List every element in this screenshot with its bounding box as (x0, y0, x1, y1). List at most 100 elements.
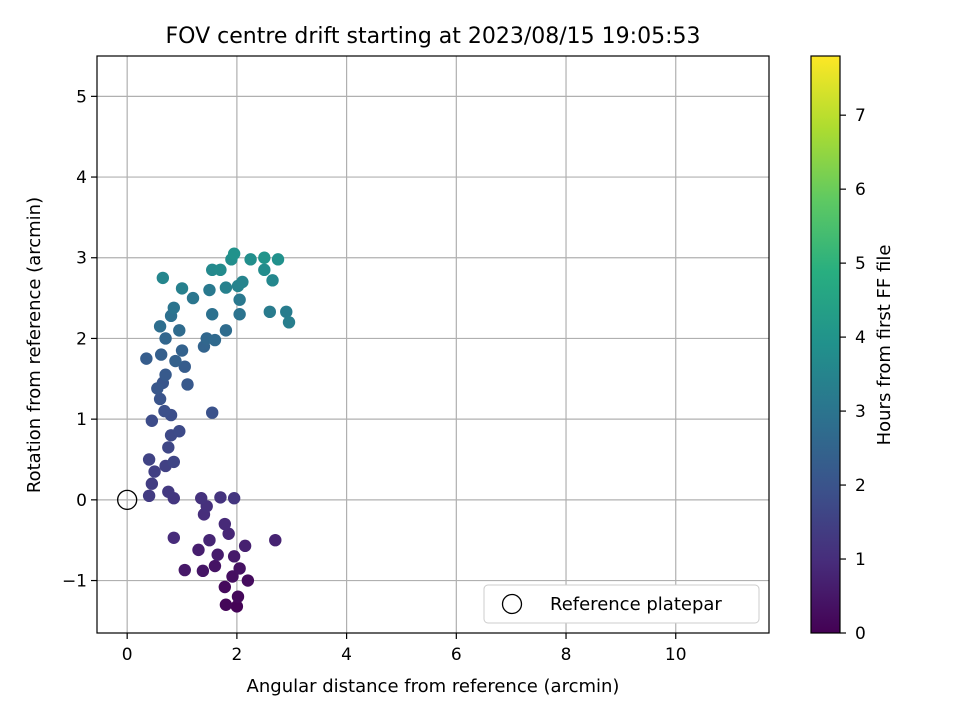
data-point (233, 562, 246, 575)
data-point (214, 491, 227, 504)
legend: Reference platepar (483, 584, 760, 624)
y-tick-label: 0 (76, 491, 87, 511)
data-point (195, 492, 208, 505)
data-point (162, 441, 175, 454)
data-point (282, 316, 296, 329)
legend-label: Reference platepar (550, 594, 722, 615)
data-point (158, 404, 171, 418)
x-tick-label: 0 (122, 645, 133, 665)
y-tick-label: 5 (76, 87, 87, 107)
data-point (173, 425, 186, 438)
data-point (159, 368, 172, 381)
x-axis-ticks: 0 2 4 6 8 10 (122, 633, 687, 665)
colorbar-tick-label: 7 (855, 106, 866, 126)
x-tick-label: 6 (451, 645, 462, 665)
data-point (154, 348, 168, 361)
data-point (159, 332, 172, 345)
data-point (227, 247, 241, 260)
reference-marker (117, 489, 138, 510)
colorbar-gradient (810, 55, 841, 634)
data-point (244, 253, 257, 266)
legend-marker (501, 593, 523, 615)
data-point (258, 263, 271, 277)
data-point (178, 563, 191, 577)
data-point (153, 320, 167, 333)
data-point (203, 533, 216, 547)
colorbar: 0 1 2 3 4 5 6 7 Hours from first FF file (810, 55, 895, 644)
data-point (230, 600, 244, 613)
data-point (219, 598, 233, 611)
data-point (192, 543, 205, 557)
grid-lines (97, 56, 769, 633)
data-point (206, 406, 219, 419)
colorbar-ticks: 0 1 2 3 4 5 6 7 (840, 106, 866, 644)
colorbar-tick-label: 0 (855, 624, 866, 644)
data-point (156, 271, 170, 285)
y-tick-label: 4 (76, 168, 87, 188)
data-point (203, 283, 216, 297)
plot-frame (96, 55, 770, 634)
data-point (214, 263, 227, 277)
data-point (227, 492, 241, 505)
data-point (148, 465, 161, 478)
data-point (218, 517, 232, 531)
data-point (219, 324, 233, 337)
data-point (162, 485, 175, 498)
data-point (231, 590, 245, 603)
data-point (181, 378, 194, 391)
data-point (233, 308, 246, 321)
data-point (238, 539, 252, 553)
data-point (208, 333, 222, 347)
data-point (142, 453, 156, 466)
colorbar-tick-label: 1 (855, 550, 866, 570)
data-point (196, 564, 210, 578)
data-point (151, 382, 164, 395)
data-point (227, 550, 241, 563)
data-point (167, 301, 180, 314)
data-point (258, 251, 271, 264)
data-point (263, 305, 276, 319)
x-tick-label: 2 (231, 645, 242, 665)
data-point (226, 570, 239, 583)
x-axis-label: Angular distance from reference (arcmin) (247, 676, 620, 697)
data-point (266, 274, 279, 287)
data-point (241, 574, 255, 587)
data-point (236, 275, 249, 289)
data-point (186, 291, 200, 305)
data-point (167, 531, 180, 544)
y-tick-label: 2 (76, 329, 87, 349)
data-point (175, 282, 189, 295)
data-point (145, 414, 159, 427)
legend-box (483, 584, 760, 624)
y-axis-label: Rotation from reference (arcmin) (24, 197, 45, 493)
data-point (167, 455, 180, 469)
colorbar-tick-label: 5 (855, 254, 866, 274)
data-point (145, 477, 159, 490)
data-point (271, 253, 285, 266)
data-point (178, 360, 191, 373)
colorbar-label: Hours from first FF file (874, 245, 895, 446)
colorbar-tick-label: 3 (855, 402, 866, 422)
data-point (269, 533, 282, 547)
data-point (173, 324, 186, 337)
data-point (218, 580, 232, 594)
y-axis-ticks: −1 0 1 2 3 4 5 (62, 87, 97, 592)
data-point (206, 308, 219, 321)
data-point (208, 559, 222, 573)
colorbar-tick-label: 4 (855, 328, 866, 348)
y-tick-label: 3 (76, 249, 87, 269)
x-tick-label: 4 (341, 645, 352, 665)
data-point (153, 392, 167, 406)
data-point (280, 305, 293, 319)
data-point (175, 344, 189, 357)
data-point (142, 489, 156, 503)
colorbar-tick-label: 2 (855, 476, 866, 496)
colorbar-tick-label: 6 (855, 180, 866, 200)
data-point (140, 352, 153, 365)
data-point (211, 548, 224, 561)
y-tick-label: 1 (76, 410, 87, 430)
x-tick-label: 10 (665, 645, 687, 665)
x-tick-label: 8 (561, 645, 572, 665)
data-point (222, 527, 235, 540)
